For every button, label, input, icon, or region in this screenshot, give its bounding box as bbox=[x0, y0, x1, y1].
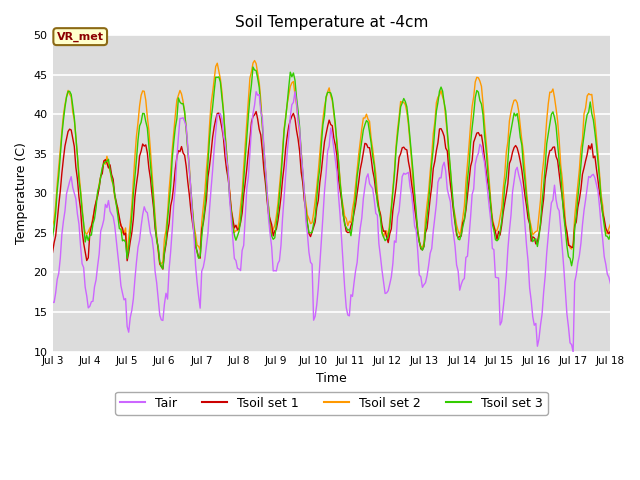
Legend: Tair, Tsoil set 1, Tsoil set 2, Tsoil set 3: Tair, Tsoil set 1, Tsoil set 2, Tsoil se… bbox=[115, 392, 548, 415]
X-axis label: Time: Time bbox=[316, 372, 347, 385]
Text: VR_met: VR_met bbox=[57, 32, 104, 42]
Y-axis label: Temperature (C): Temperature (C) bbox=[15, 143, 28, 244]
Title: Soil Temperature at -4cm: Soil Temperature at -4cm bbox=[235, 15, 428, 30]
